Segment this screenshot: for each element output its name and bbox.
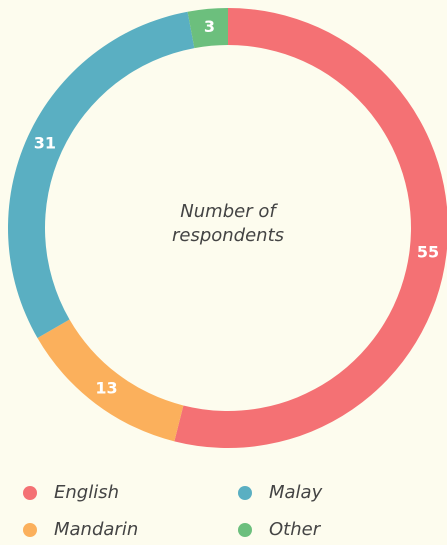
value-label: 31 (34, 133, 56, 152)
legend-label: Other (269, 519, 322, 540)
value-label: 55 (417, 242, 439, 261)
donut-slice (174, 8, 447, 448)
legend-marker (23, 523, 37, 537)
legend-marker (238, 486, 252, 500)
legend-marker (238, 523, 252, 537)
legend-label: Mandarin (54, 519, 138, 540)
legend-label: English (54, 482, 119, 503)
legend-marker (23, 486, 37, 500)
donut-slice (7, 11, 195, 339)
value-label: 3 (204, 17, 215, 36)
center-label: Number of respondents (171, 201, 285, 246)
donut-slice (187, 8, 228, 49)
legend-label: Malay (269, 482, 323, 503)
donut-slice (37, 319, 184, 442)
value-label: 13 (95, 378, 117, 397)
